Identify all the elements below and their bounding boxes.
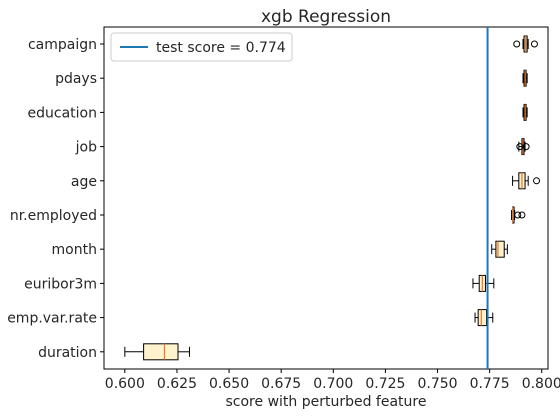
x-tick-label: 0.800 [522,376,560,392]
chart-title: xgb Regression [261,7,391,27]
x-tick-label: 0.725 [365,376,405,392]
box [143,343,179,361]
outlier-point [522,143,530,151]
outlier-point [513,40,521,48]
y-tick-label: duration [38,345,97,361]
legend-label: test score = 0.774 [156,40,286,56]
box [477,309,488,327]
y-tick-label: euribor3m [24,276,97,292]
x-tick-label: 0.650 [209,376,249,392]
x-tick-label: 0.750 [417,376,457,392]
outlier-point [514,211,522,219]
x-axis-label: score with perturbed feature [226,394,427,410]
outlier-point [518,211,526,219]
y-tick-label: pdays [55,71,97,87]
y-tick-label: nr.employed [10,208,97,224]
x-tick-label: 0.700 [313,376,353,392]
y-tick-label: education [28,105,97,121]
x-tick-label: 0.675 [261,376,301,392]
y-tick-label: month [52,242,97,258]
box [495,240,505,258]
x-tick-label: 0.775 [470,376,510,392]
y-tick-label: age [71,174,97,190]
outlier-point [530,40,538,48]
axes-frame [103,26,549,370]
legend-box [110,32,293,62]
plot-area: 0.600 0.625 0.650 0.675 0.700 0.725 0.750 0.775… [7,26,560,392]
y-tick-label: emp.var.rate [7,311,97,327]
y-tick-label: job [75,140,97,156]
x-tick-label: 0.600 [105,376,145,392]
x-tick-label: 0.625 [157,376,197,392]
outlier-point [533,177,541,185]
y-tick-label: campaign [28,37,97,53]
